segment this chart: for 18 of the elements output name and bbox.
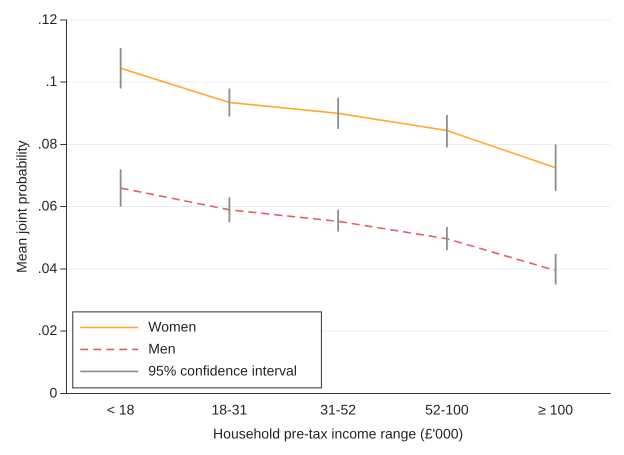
y-tick-label: .02 bbox=[38, 322, 58, 338]
y-tick-label: .1 bbox=[46, 73, 58, 90]
y-axis-title: Mean joint probability bbox=[13, 140, 30, 273]
x-tick-label: < 18 bbox=[106, 402, 135, 418]
y-tick-label: .06 bbox=[38, 198, 58, 214]
y-tick-label: .04 bbox=[38, 260, 58, 276]
y-tick-label: .12 bbox=[38, 10, 58, 27]
legend-label: 95% confidence interval bbox=[148, 362, 297, 378]
x-axis-title: Household pre-tax income range (£'000) bbox=[213, 425, 464, 442]
line-series bbox=[120, 187, 556, 272]
legend-label: Women bbox=[148, 318, 196, 334]
x-tick-label: 31-52 bbox=[320, 402, 356, 418]
x-tick-label: ≥ 100 bbox=[538, 402, 574, 418]
y-tick-label: .08 bbox=[38, 135, 58, 152]
legend-label: Men bbox=[148, 340, 176, 356]
x-tick-label: 52-100 bbox=[425, 402, 469, 418]
x-tick-label: 18-31 bbox=[211, 402, 248, 418]
y-tick-label: 0 bbox=[49, 384, 58, 400]
